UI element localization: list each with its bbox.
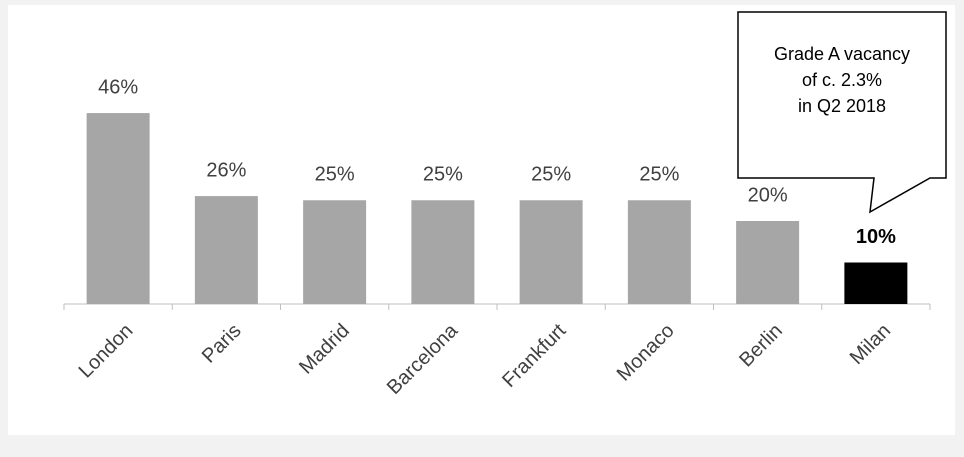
bar <box>844 262 908 304</box>
bar <box>411 200 475 304</box>
value-label: 46% <box>98 76 138 98</box>
annotation: of c. 2.3% <box>802 70 882 90</box>
bar <box>194 196 258 304</box>
bar <box>303 200 367 304</box>
value-label: 25% <box>315 164 355 186</box>
value-label: 25% <box>531 164 571 186</box>
annotation: in Q2 2018 <box>798 96 886 116</box>
annotation: Grade A vacancy <box>774 44 910 64</box>
value-label: 10% <box>856 226 896 248</box>
callout <box>737 11 947 214</box>
bar <box>519 200 583 304</box>
bar <box>627 200 691 304</box>
bar <box>86 113 150 304</box>
value-label: 20% <box>748 184 788 206</box>
bar <box>736 221 800 304</box>
value-label: 26% <box>206 159 246 181</box>
value-label: 25% <box>423 164 463 186</box>
value-label: 25% <box>639 164 679 186</box>
